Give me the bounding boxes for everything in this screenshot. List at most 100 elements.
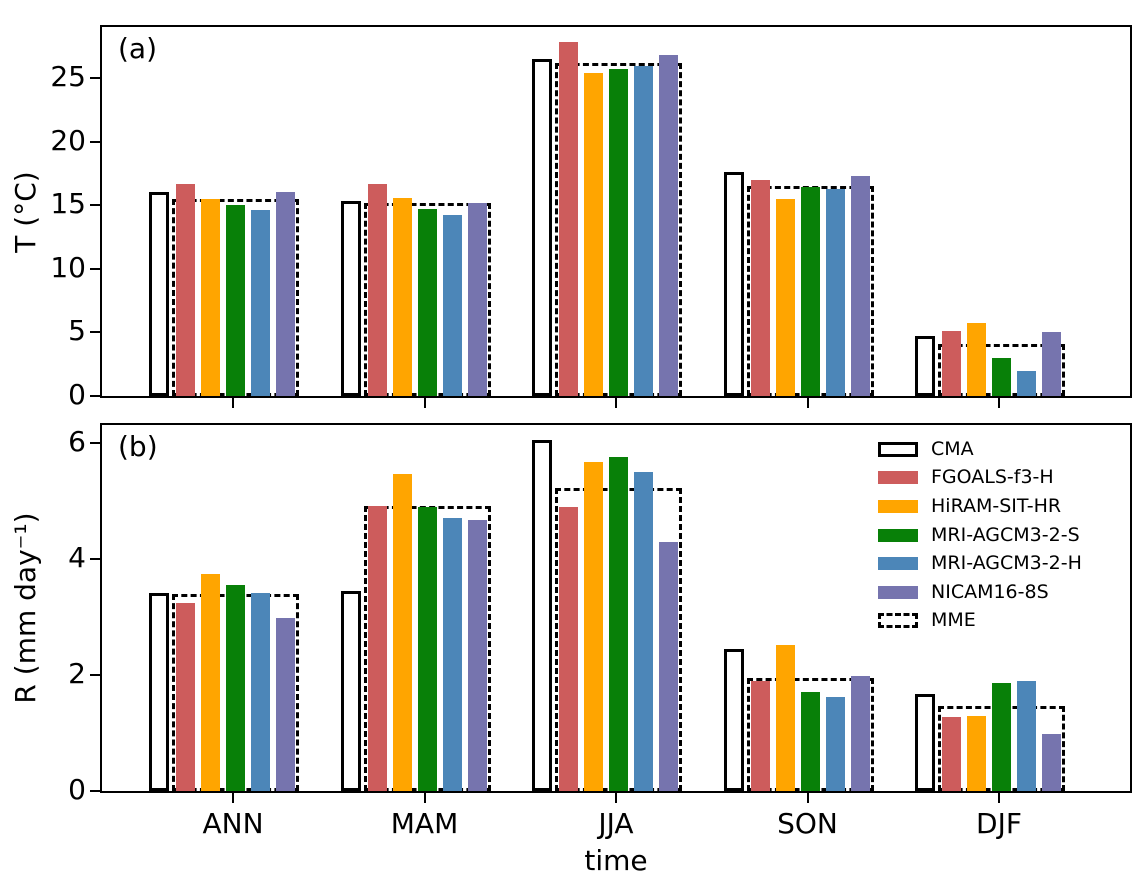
panel-a-bar-fgoals-f3-h-djf	[942, 331, 961, 396]
panel-b-bar-mri-agcm3-2-h-mam	[442, 517, 462, 791]
panel-b-bar-cma-jja	[532, 440, 552, 791]
panel-a-bar-cma-son	[723, 172, 744, 396]
panel-b-bar-hiram-sit-hr-djf	[967, 715, 986, 791]
panel-a-bar-mri-agcm3-2-s-jja	[609, 69, 628, 396]
panel-b-bar-hiram-sit-hr-ann	[201, 574, 220, 791]
legend-swatch-hiram-sit-hr	[878, 499, 918, 513]
y-tick	[90, 267, 100, 270]
legend-swatch-mri-agcm3-2-s	[878, 528, 918, 542]
legend-swatch-nicam16-8s	[878, 585, 918, 599]
panel-a-bar-hiram-sit-hr-ann	[201, 198, 220, 396]
x-tick	[423, 398, 426, 408]
panel-b-bar-nicam16-8s-son	[850, 676, 870, 791]
panel-a-bar-hiram-sit-hr-mam	[392, 197, 412, 396]
panel-b-bar-hiram-sit-hr-mam	[392, 474, 412, 791]
panel-a-bar-hiram-sit-hr-djf	[967, 323, 986, 396]
panel-b-bar-nicam16-8s-jja	[659, 541, 678, 791]
panel-a-bar-cma-jja	[532, 58, 552, 396]
panel-b-bar-mri-agcm3-2-h-jja	[634, 471, 653, 791]
panel-a-bar-mri-agcm3-2-s-djf	[992, 357, 1011, 396]
legend-item-cma: CMA	[878, 435, 1082, 464]
x-tick-label-ann: ANN	[202, 807, 264, 840]
panel-a: (a)	[90, 25, 1132, 408]
panel-a-bar-fgoals-f3-h-mam	[367, 183, 387, 396]
panel-a-bar-mri-agcm3-2-h-jja	[634, 66, 653, 396]
panel-b-bar-cma-ann	[149, 593, 169, 791]
panel-b-bar-mri-agcm3-2-s-djf	[992, 682, 1011, 791]
legend-item-mri-agcm3-2-h: MRI-AGCM3-2-H	[878, 549, 1082, 578]
panel-a-bar-mri-agcm3-2-h-mam	[442, 215, 462, 396]
x-tick	[232, 398, 234, 408]
y-tick	[90, 140, 100, 143]
panel-b-bar-fgoals-f3-h-ann	[176, 602, 195, 791]
y-tick	[90, 76, 100, 79]
legend-swatch-mme	[878, 613, 918, 629]
panel-b-bar-mri-agcm3-2-s-mam	[417, 506, 437, 791]
y-tick-label: 10	[50, 250, 86, 284]
y-tick	[90, 441, 100, 444]
panel-a-bar-nicam16-8s-djf	[1042, 332, 1061, 396]
panel-a-bar-fgoals-f3-h-ann	[176, 183, 195, 396]
legend-item-mri-agcm3-2-s: MRI-AGCM3-2-S	[878, 521, 1082, 550]
x-tick	[615, 793, 617, 803]
legend-label-cma: CMA	[931, 437, 974, 460]
y-tick	[90, 790, 100, 792]
y-tick-label: 20	[50, 123, 86, 157]
panel-a-bar-mri-agcm3-2-s-son	[800, 187, 820, 396]
x-tick-label-djf: DJF	[976, 807, 1022, 840]
panel-a-bar-nicam16-8s-ann	[276, 192, 295, 396]
y-tick	[90, 395, 100, 397]
legend-item-mme: MME	[878, 607, 1082, 636]
x-tick-label-son: SON	[777, 807, 838, 840]
legend-swatch-fgoals-f3-h	[878, 471, 918, 485]
x-tick-label-jja: JJA	[598, 807, 634, 840]
panel-b-bar-hiram-sit-hr-son	[775, 644, 795, 791]
legend-swatch-mri-agcm3-2-h	[878, 557, 918, 571]
panel-a-bar-hiram-sit-hr-jja	[584, 72, 603, 396]
y-tick-label: 0	[68, 377, 86, 411]
x-tick	[232, 793, 234, 803]
panel-b-bar-mri-agcm3-2-h-son	[825, 697, 845, 791]
panel-a-bar-fgoals-f3-h-son	[750, 179, 770, 396]
legend-label-mri-agcm3-2-s: MRI-AGCM3-2-S	[931, 523, 1080, 546]
legend-label-nicam16-8s: NICAM16-8S	[931, 580, 1049, 603]
y-axis-title-b: R (mm day⁻¹)	[9, 512, 42, 704]
panel-b-bar-fgoals-f3-h-jja	[559, 506, 578, 791]
y-tick-label: 0	[68, 772, 86, 806]
x-tick	[998, 398, 1000, 408]
legend-label-fgoals-f3-h: FGOALS-f3-H	[931, 466, 1054, 489]
y-tick-label: 15	[50, 187, 86, 221]
panel-a-bar-cma-ann	[149, 192, 169, 396]
x-tick	[615, 398, 617, 408]
panel-b-bar-hiram-sit-hr-jja	[584, 462, 603, 791]
legend-item-hiram-sit-hr: HiRAM-SIT-HR	[878, 492, 1082, 521]
panel-b-label: (b)	[118, 430, 158, 463]
legend-label-hiram-sit-hr: HiRAM-SIT-HR	[931, 494, 1062, 517]
x-tick	[998, 793, 1000, 803]
y-tick-label: 25	[50, 59, 86, 93]
legend: CMA FGOALS-f3-H HiRAM-SIT-HR MRI-AGCM3-2-S M…	[878, 435, 1082, 635]
panel-a-bar-cma-mam	[340, 201, 361, 396]
x-tick	[806, 793, 809, 803]
panel-a-bar-nicam16-8s-mam	[467, 202, 487, 396]
panel-b-bar-fgoals-f3-h-son	[750, 680, 770, 791]
y-tick	[90, 204, 100, 207]
panel-b-bar-fgoals-f3-h-mam	[367, 506, 387, 791]
panel-b-bar-mri-agcm3-2-s-son	[800, 691, 820, 791]
panel-b-bar-nicam16-8s-djf	[1042, 733, 1061, 791]
legend-item-fgoals-f3-h: FGOALS-f3-H	[878, 464, 1082, 493]
y-tick	[90, 557, 100, 560]
panel-b-bar-mri-agcm3-2-s-ann	[226, 584, 245, 791]
y-axis-title-a: T (°C)	[9, 170, 42, 253]
x-tick	[806, 398, 809, 408]
panel-a-bar-mri-agcm3-2-s-mam	[417, 208, 437, 396]
panel-a-bar-mri-agcm3-2-h-ann	[251, 210, 270, 396]
x-axis-title: time	[584, 844, 648, 877]
panel-a-bar-mri-agcm3-2-h-djf	[1017, 370, 1036, 396]
y-tick	[90, 673, 100, 676]
panel-b-bar-mri-agcm3-2-h-djf	[1017, 680, 1036, 791]
panel-a-bar-hiram-sit-hr-son	[775, 198, 795, 396]
panel-b-bar-cma-mam	[340, 591, 361, 791]
panel-b-bar-mri-agcm3-2-s-jja	[609, 456, 628, 791]
